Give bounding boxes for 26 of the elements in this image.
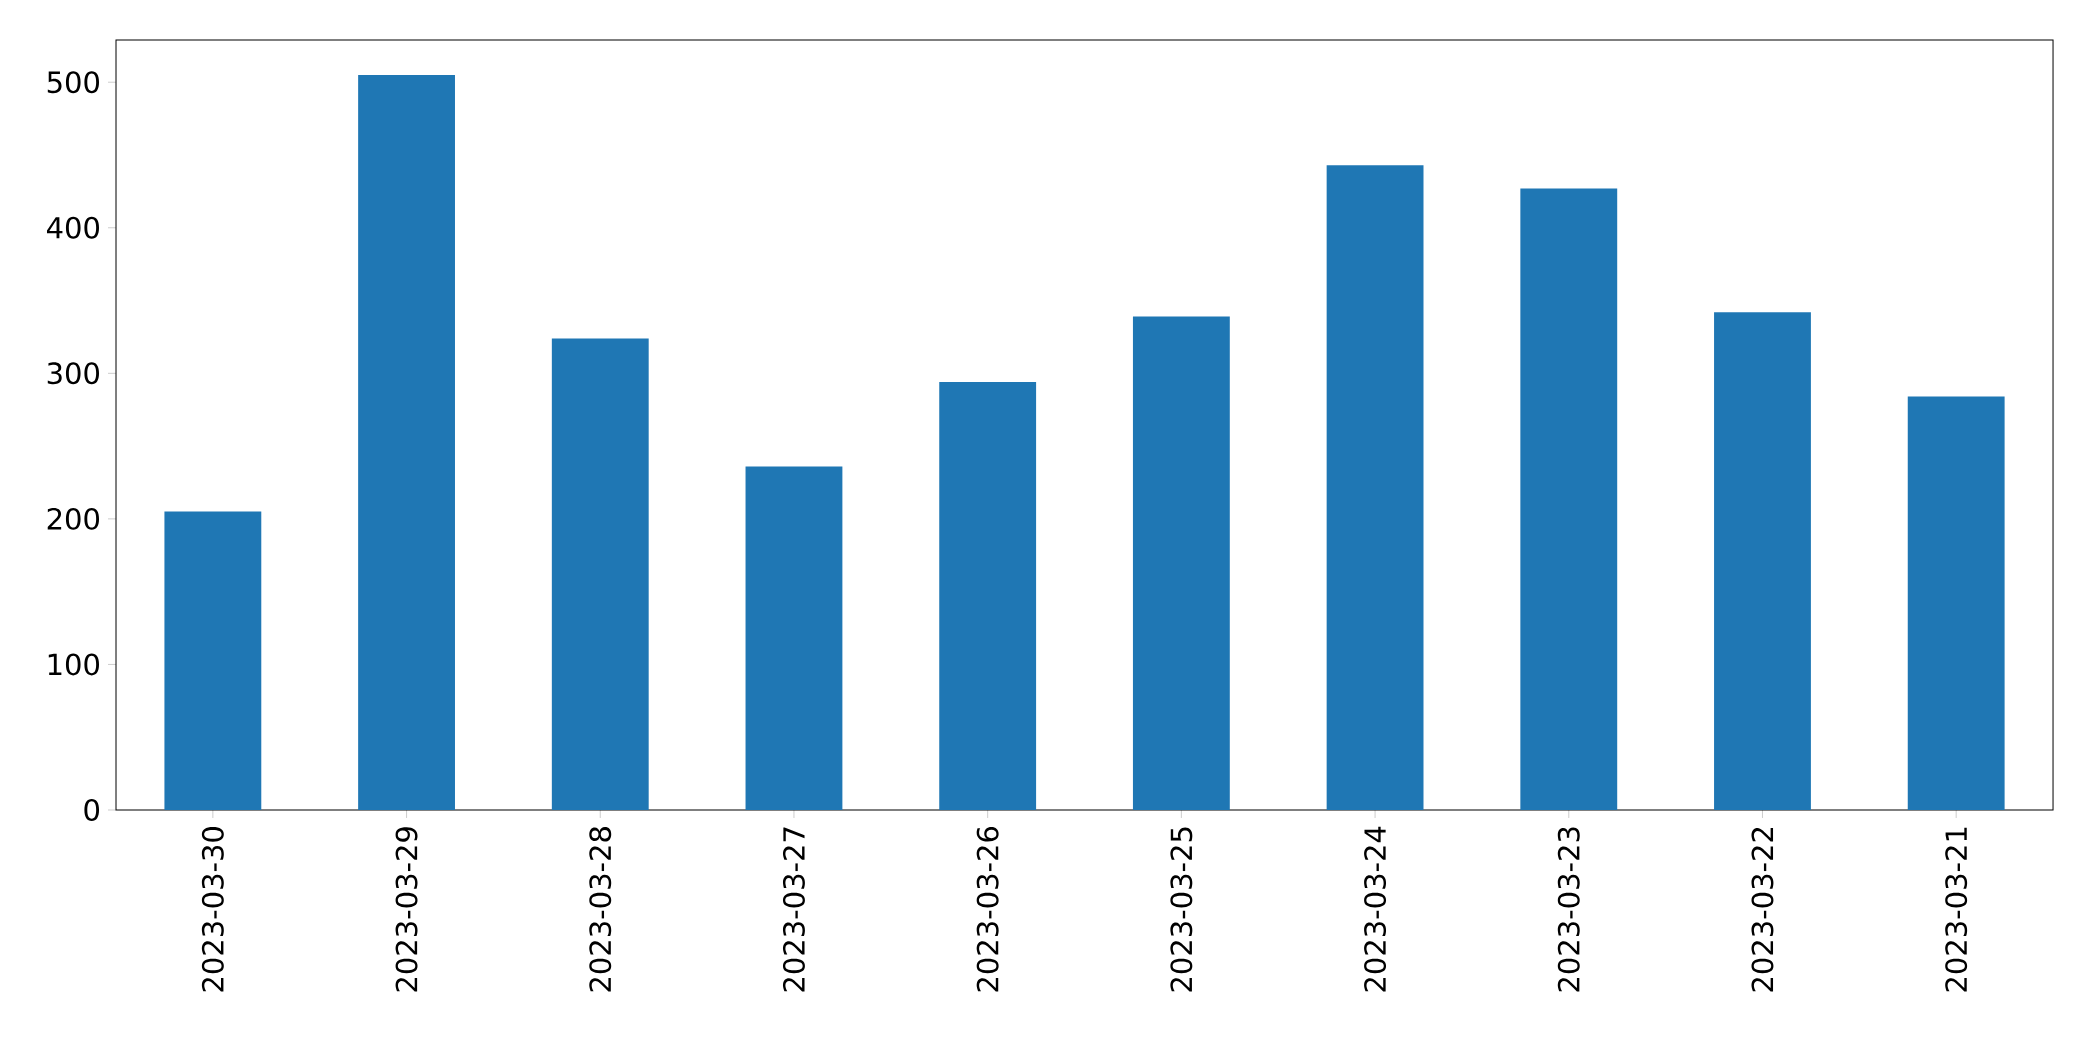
y-tick-label: 500 xyxy=(47,71,99,94)
x-tick-label: 2023-03-23 xyxy=(1557,827,1580,992)
bar xyxy=(1907,396,2005,810)
bar xyxy=(939,382,1037,810)
x-tick-label: 2023-03-30 xyxy=(201,827,224,992)
bar xyxy=(358,74,455,810)
x-tick-label: 2023-03-27 xyxy=(782,827,805,992)
y-tick-label: 100 xyxy=(48,653,99,676)
x-tick-label: 2023-03-26 xyxy=(976,826,999,992)
bar xyxy=(1520,188,1618,810)
x-tick-label: 2023-03-29 xyxy=(395,827,418,992)
x-tick-label: 2023-03-28 xyxy=(589,827,612,992)
bar xyxy=(1714,312,1811,810)
y-tick-label: 300 xyxy=(47,362,99,385)
x-tick-label: 2023-03-25 xyxy=(1170,827,1193,992)
y-tick-label: 200 xyxy=(47,507,99,530)
bar xyxy=(551,338,649,810)
bar xyxy=(164,511,262,810)
bar xyxy=(745,466,843,810)
x-tick-label: 2023-03-21 xyxy=(1945,827,1968,992)
bar xyxy=(1132,316,1230,810)
x-tick-label: 2023-03-22 xyxy=(1751,828,1774,992)
y-tick-label: 400 xyxy=(47,216,99,239)
y-tick-label: 0 xyxy=(84,799,100,821)
x-tick-label: 2023-03-24 xyxy=(1364,826,1387,992)
bar xyxy=(1326,165,1424,810)
